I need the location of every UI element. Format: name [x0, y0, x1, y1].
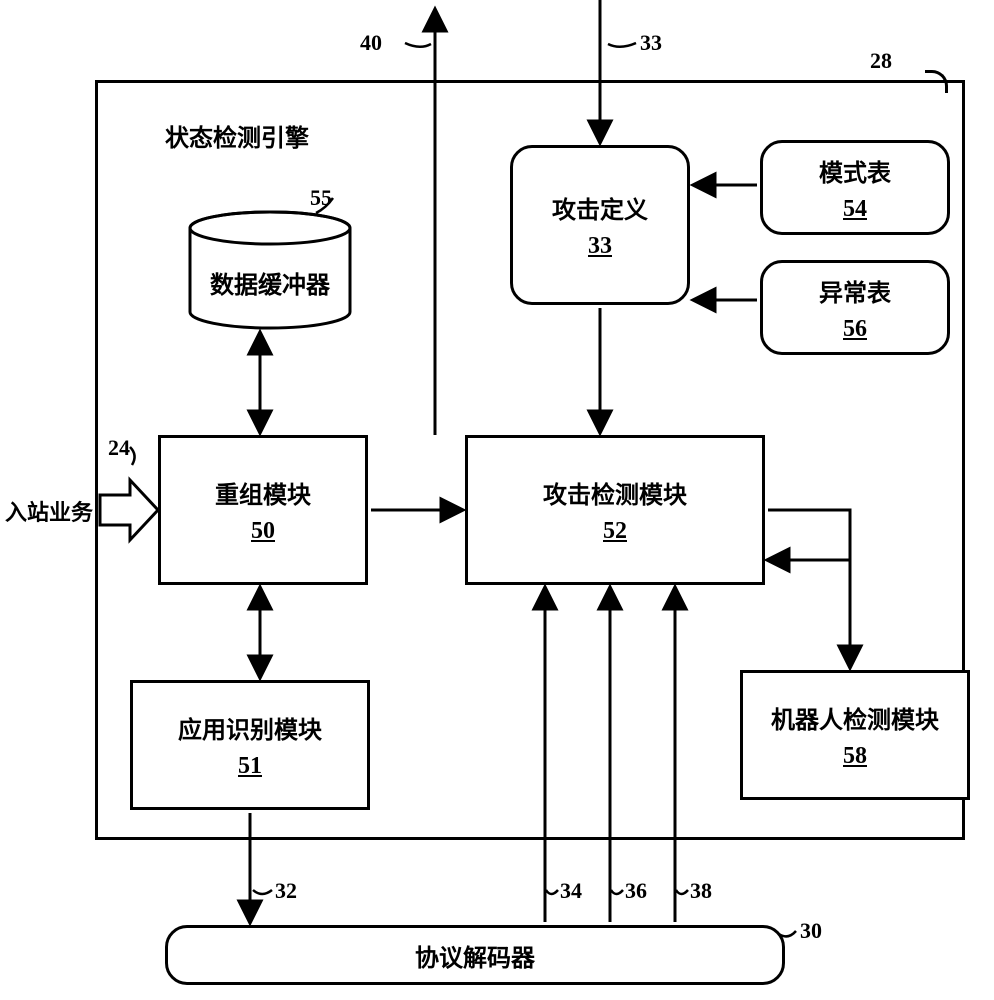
pattern-ref: 54: [843, 196, 867, 223]
reassembly-label: 重组模块: [215, 475, 311, 510]
decoder-box: 协议解码器: [165, 925, 785, 985]
decoder-label: 协议解码器: [415, 938, 535, 973]
app-id-label: 应用识别模块: [178, 710, 322, 745]
decoder-ref: 30: [800, 918, 822, 944]
anomaly-ref: 56: [843, 316, 867, 343]
app-id-ref: 51: [238, 753, 262, 780]
bot-det-ref: 58: [843, 743, 867, 770]
top-in-ref: 33: [640, 30, 662, 56]
up-c-ref: 38: [690, 878, 712, 904]
container-corner-mark: [925, 70, 948, 93]
reassembly-box: 重组模块 50: [158, 435, 368, 585]
container-ref: 28: [870, 48, 892, 74]
attack-def-box: 攻击定义 33: [510, 145, 690, 305]
bot-det-box: 机器人检测模块 58: [740, 670, 970, 800]
attack-det-ref: 52: [603, 518, 627, 545]
buffer-label: 数据缓冲器: [185, 265, 355, 300]
anomaly-label: 异常表: [819, 273, 891, 308]
data-buffer-cylinder: 数据缓冲器: [185, 210, 355, 330]
top-out-ref: 40: [360, 30, 382, 56]
buffer-ref: 55: [310, 185, 332, 211]
attack-def-label: 攻击定义: [552, 190, 648, 225]
container-title: 状态检测引擎: [165, 118, 309, 153]
reassembly-ref: 50: [251, 518, 275, 545]
pattern-box: 模式表 54: [760, 140, 950, 235]
anomaly-box: 异常表 56: [760, 260, 950, 355]
up-a-ref: 34: [560, 878, 582, 904]
pattern-label: 模式表: [819, 153, 891, 188]
up-b-ref: 36: [625, 878, 647, 904]
app-id-box: 应用识别模块 51: [130, 680, 370, 810]
attack-det-label: 攻击检测模块: [543, 475, 687, 510]
attack-det-box: 攻击检测模块 52: [465, 435, 765, 585]
bot-det-label: 机器人检测模块: [771, 700, 939, 735]
inbound-label: 入站业务: [5, 495, 93, 527]
down-arrow-ref: 32: [275, 878, 297, 904]
attack-def-ref: 33: [588, 233, 612, 260]
inbound-ref: 24: [108, 435, 130, 461]
